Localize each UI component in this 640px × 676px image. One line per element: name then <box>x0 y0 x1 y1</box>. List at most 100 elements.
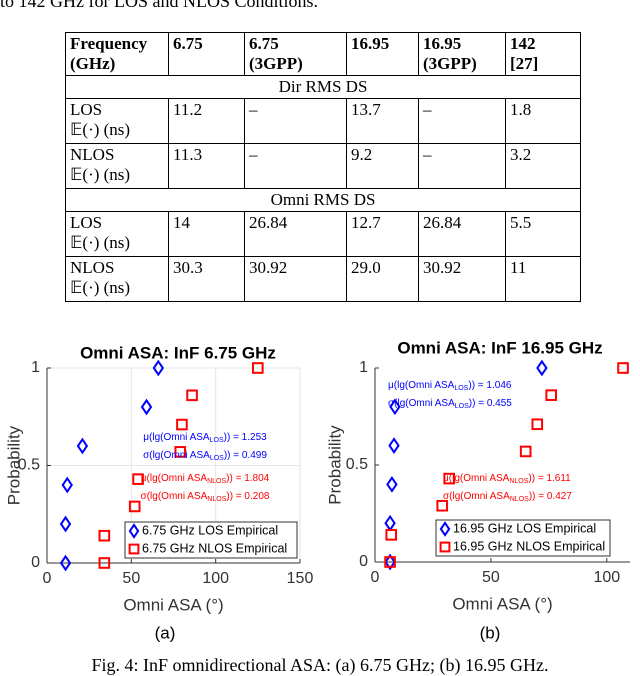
table-cell: 1.8 <box>505 98 581 144</box>
row-label-text: 𝔼(·) (ns) <box>70 233 131 252</box>
diamond-marker <box>536 359 548 377</box>
table-cell: 30.3 <box>168 256 245 302</box>
y-tick-label: 1 <box>31 359 40 376</box>
table-cell: 30.92 <box>418 256 506 302</box>
table-row: NLOS 𝔼(·) (ns) 30.3 30.92 29.0 30.92 11 <box>65 256 581 302</box>
annotation: σ(lg(Omni ASANLOS)) = 0.208 <box>141 491 270 503</box>
annotation-text: μ(lg(Omni ASA <box>141 473 208 484</box>
table-cell: 11.2 <box>168 98 245 144</box>
diamond-marker <box>59 554 72 572</box>
header-text: 16.95 <box>423 34 462 53</box>
annotation-text: μ(lg(Omni ASA <box>143 432 210 443</box>
square-marker <box>252 362 264 374</box>
y-axis-label: Probability <box>4 425 23 505</box>
square-marker <box>132 473 144 485</box>
diamond-marker <box>76 437 89 455</box>
section-cell: Omni RMS DS <box>65 188 581 212</box>
chart-title: Omni ASA: InF 6.75 GHz <box>80 343 276 362</box>
square-marker <box>385 529 398 541</box>
legend-box <box>435 519 611 557</box>
square-marker <box>186 389 198 402</box>
table-cell: 26.84 <box>244 211 347 257</box>
diamond-marker <box>61 476 73 494</box>
annotation-subscript: NLOS <box>207 496 226 503</box>
subcaption: (b) <box>480 623 501 642</box>
annotation-text: )) = 1.253 <box>224 432 268 443</box>
header-text: [27] <box>510 54 539 73</box>
table-row: Omni RMS DS <box>65 188 581 212</box>
header-cell: 16.95 (3GPP) <box>418 32 506 76</box>
square-marker <box>384 556 396 568</box>
header-text: (3GPP) <box>249 54 303 73</box>
square-marker <box>443 472 455 485</box>
annotation: σ(lg(Omni ASALOS)) = 0.455 <box>388 398 512 410</box>
annotation: μ(lg(Omni ASANLOS)) = 1.804 <box>141 473 270 485</box>
header-cell: 142 [27] <box>505 32 581 76</box>
square-marker <box>98 557 111 569</box>
row-label: LOS 𝔼(·) (ns) <box>65 98 169 144</box>
diamond-marker <box>439 521 451 537</box>
annotation-text: )) = 1.046 <box>468 380 512 391</box>
y-tick-label: 0 <box>359 553 368 570</box>
row-label: LOS 𝔼(·) (ns) <box>65 211 169 257</box>
table-cell: 11.3 <box>168 143 245 189</box>
diamond-marker <box>152 359 165 377</box>
legend-label: 16.95 GHz NLOS Empirical <box>453 539 605 553</box>
chart-title: Omni ASA: InF 16.95 GHz <box>397 338 602 357</box>
square-marker <box>519 445 532 458</box>
legend-label: 6.75 GHz LOS Empirical <box>142 523 278 537</box>
subcaption: (a) <box>155 623 176 642</box>
intro-text: to 142 GHz for LOS and NLOS Conditions. <box>0 0 318 11</box>
table-cell: 30.92 <box>244 256 347 302</box>
table-cell: – <box>418 98 506 144</box>
y-tick-label: 0 <box>31 554 40 571</box>
header-text: (GHz) <box>70 54 116 73</box>
annotation: σ(lg(Omni ASALOS)) = 0.499 <box>143 450 267 462</box>
x-tick-label: 0 <box>43 570 52 587</box>
diamond-marker <box>384 514 396 532</box>
header-row: Frequency (GHz) 6.75 6.75 (3GPP) 16.95 16.95 (3… <box>65 32 581 76</box>
table-cell: – <box>418 143 506 189</box>
annotation-text: μ(lg(Omni ASA <box>388 380 455 391</box>
y-tick-label: 0.5 <box>18 457 40 474</box>
diamond-marker <box>384 553 396 571</box>
table-cell: 29.0 <box>346 256 419 302</box>
x-axis-label: Omni ASA (°) <box>452 594 552 613</box>
header-cell: 6.75 (3GPP) <box>244 32 347 76</box>
x-tick-label: 100 <box>593 569 620 586</box>
row-label-text: LOS <box>70 213 103 232</box>
y-tick-label: 0.5 <box>346 456 368 473</box>
table-row: LOS 𝔼(·) (ns) 11.2–13.7–1.8 <box>65 98 581 144</box>
diamond-marker <box>389 398 401 416</box>
header-cell: 6.75 <box>168 32 245 76</box>
annotation-text: )) = 0.427 <box>529 491 573 502</box>
header-text: Frequency <box>70 34 148 53</box>
section-cell: Dir RMS DS <box>65 75 581 99</box>
diamond-marker <box>388 437 400 454</box>
annotation-text: σ(lg(Omni ASA <box>443 491 510 502</box>
table-row: LOS 𝔼(·) (ns) 14 26.84 12.7 26.84 5.5 <box>65 211 581 257</box>
annotation-subscript: NLOS <box>510 496 529 503</box>
table-cell: – <box>244 143 347 189</box>
x-tick-label: 0 <box>371 569 380 586</box>
x-axis-label: Omni ASA (°) <box>123 595 223 614</box>
y-axis-label: Probability <box>325 425 344 505</box>
annotation-subscript: LOS <box>210 437 224 444</box>
legend-box <box>124 521 298 559</box>
square-marker <box>174 446 187 458</box>
row-label-text: NLOS <box>70 258 115 277</box>
square-marker <box>531 418 544 431</box>
x-tick-label: 150 <box>287 570 314 587</box>
table-cell: – <box>244 98 347 144</box>
legend-label: 16.95 GHz LOS Empirical <box>453 521 596 535</box>
row-label-text: NLOS <box>70 145 115 164</box>
header-text: 6.75 <box>249 34 279 53</box>
square-marker <box>128 500 141 513</box>
annotation: μ(lg(Omni ASALOS)) = 1.253 <box>143 432 267 444</box>
header-text: 6.75 <box>173 34 203 53</box>
diamond-marker <box>386 476 398 493</box>
diamond-marker <box>59 515 72 533</box>
header-text: 16.95 <box>351 34 390 53</box>
annotation-subscript: LOS <box>210 455 224 462</box>
